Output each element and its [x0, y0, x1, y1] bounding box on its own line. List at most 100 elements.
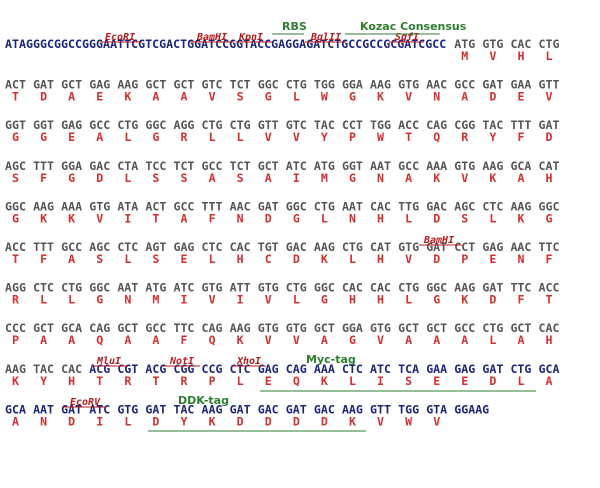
codon: CGT: [117, 362, 138, 376]
amino-acid: D: [293, 252, 300, 266]
codon: GGT: [342, 159, 363, 173]
amino-acid: Q: [433, 130, 440, 144]
codon: GCT: [314, 321, 335, 335]
codon: ATA: [117, 199, 138, 213]
restriction-site: KpnI: [238, 32, 263, 43]
codon: GTG: [258, 281, 279, 295]
amino-acid: K: [489, 171, 496, 185]
codon: ACC: [5, 240, 26, 254]
codon: AGC: [5, 159, 26, 173]
codon: GAT: [33, 78, 54, 92]
codon: CAC: [230, 240, 251, 254]
codon: GCT: [61, 78, 82, 92]
amino-acid: V: [265, 130, 272, 144]
codon: ATC: [370, 362, 391, 376]
amino-acid: M: [461, 49, 468, 63]
codon: AGT: [145, 240, 166, 254]
amino-acid: V: [209, 293, 216, 307]
amino-acid: G: [349, 171, 356, 185]
codon: CTG: [230, 118, 251, 132]
amino-acid: R: [12, 293, 19, 307]
amino-acid: E: [68, 130, 75, 144]
codon: GCC: [89, 118, 110, 132]
codon: GAT: [482, 78, 503, 92]
amino-acid: S: [181, 171, 188, 185]
amino-acid: V: [546, 90, 553, 104]
amino-acid: T: [12, 90, 19, 104]
codon: GTT: [539, 78, 560, 92]
codon: GGC: [5, 199, 26, 213]
amino-acid: S: [237, 90, 244, 104]
codon: AAG: [370, 78, 391, 92]
amino-acid: K: [237, 333, 244, 347]
amino-acid: F: [209, 211, 216, 225]
amino-acid: L: [489, 333, 496, 347]
amino-acid: L: [124, 171, 131, 185]
amino-acid: L: [489, 211, 496, 225]
amino-acid: A: [181, 211, 188, 225]
codon: AGG: [5, 281, 26, 295]
codon: GCT: [33, 321, 54, 335]
amino-acid: K: [12, 374, 19, 388]
amino-acid: Y: [40, 374, 47, 388]
codon: GTG: [202, 281, 223, 295]
codon: AAG: [314, 240, 335, 254]
codon: TAC: [33, 362, 54, 376]
codon: TTT: [510, 118, 531, 132]
codon: GTT: [258, 118, 279, 132]
amino-acid: E: [96, 90, 103, 104]
codon: GAA: [510, 78, 531, 92]
amino-acid: A: [152, 90, 159, 104]
amino-acid: G: [321, 293, 328, 307]
codon: ATC: [286, 159, 307, 173]
codon: CTG: [202, 118, 223, 132]
amino-acid: P: [12, 333, 19, 347]
codon: GCT: [145, 78, 166, 92]
codon: GAG: [61, 118, 82, 132]
amino-acid: Q: [96, 333, 103, 347]
codon: GTC: [202, 78, 223, 92]
amino-acid: A: [209, 171, 216, 185]
amino-acid: V: [293, 333, 300, 347]
codon: GCA: [61, 321, 82, 335]
codon: GCC: [454, 321, 475, 335]
amino-acid: S: [12, 171, 19, 185]
codon: CAC: [370, 199, 391, 213]
codon: GAC: [314, 402, 335, 416]
amino-acid: G: [68, 171, 75, 185]
amino-acid: A: [181, 90, 188, 104]
amino-acid: A: [12, 414, 19, 428]
codon: AAG: [230, 321, 251, 335]
amino-acid: L: [209, 130, 216, 144]
amino-acid: L: [124, 130, 131, 144]
codon: CAG: [202, 321, 223, 335]
amino-acid: H: [349, 293, 356, 307]
codon: TGG: [370, 118, 391, 132]
amino-acid: C: [265, 252, 272, 266]
codon: CAC: [539, 321, 560, 335]
amino-acid: G: [349, 333, 356, 347]
codon: GTG: [286, 321, 307, 335]
codon: GGA: [61, 159, 82, 173]
amino-acid: I: [237, 293, 244, 307]
restriction-site: NotI: [169, 356, 194, 367]
codon: CTC: [202, 240, 223, 254]
codon: AAA: [314, 362, 335, 376]
amino-acid: K: [321, 252, 328, 266]
amino-acid: A: [517, 171, 524, 185]
codon: ACT: [5, 78, 26, 92]
amino-acid: K: [321, 374, 328, 388]
amino-acid: A: [433, 333, 440, 347]
amino-acid: D: [68, 414, 75, 428]
codon: CTG: [482, 321, 503, 335]
amino-acid: N: [237, 211, 244, 225]
codon: GAT: [539, 118, 560, 132]
codon: TGT: [258, 240, 279, 254]
codon: GTG: [89, 199, 110, 213]
codon: CTC: [342, 362, 363, 376]
codon: GAG: [454, 362, 475, 376]
amino-acid: F: [181, 333, 188, 347]
amino-acid: L: [40, 293, 47, 307]
amino-acid: L: [293, 90, 300, 104]
amino-acid: S: [152, 252, 159, 266]
